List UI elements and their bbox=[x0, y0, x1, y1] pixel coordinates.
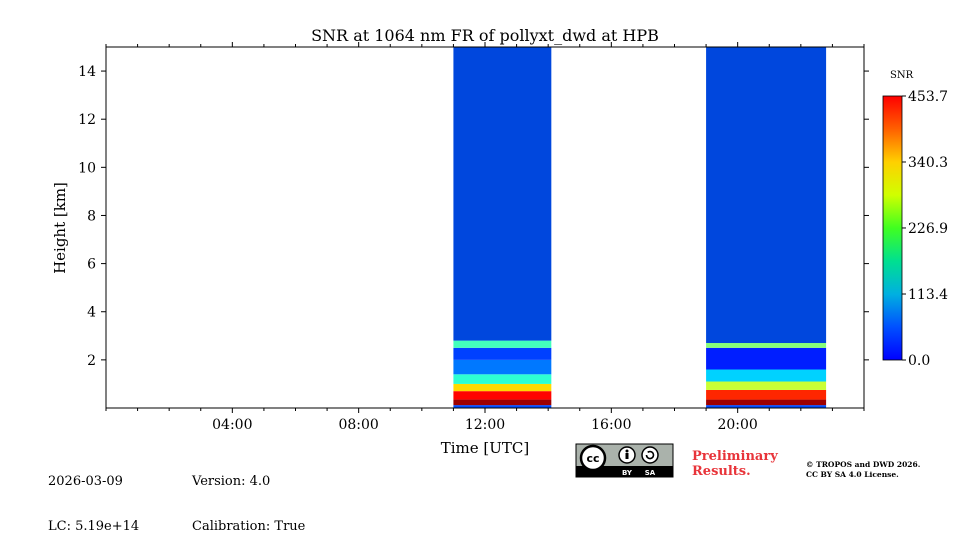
svg-text:SA: SA bbox=[645, 469, 656, 477]
y-tick-label: 4 bbox=[87, 305, 96, 321]
colorbar-tick-label: 0.0 bbox=[908, 353, 930, 369]
snr-layer-1-6 bbox=[453, 359, 552, 375]
colorbar-tick-label: 453.7 bbox=[908, 89, 948, 105]
snr-layer-1-4 bbox=[453, 383, 552, 392]
footer-version: Version: 4.0 bbox=[192, 474, 271, 489]
colorbar-label: SNR bbox=[890, 70, 914, 81]
colorbar bbox=[882, 95, 903, 361]
snr-layer-1-7 bbox=[453, 347, 552, 360]
footer-date: 2026-03-09 bbox=[48, 474, 123, 489]
footer-lc: LC: 5.19e+14 bbox=[48, 519, 140, 534]
measurement-period-2 bbox=[706, 47, 827, 408]
footer-date-lc: 2026-03-09 LC: 5.19e+14 bbox=[48, 444, 139, 549]
snr-layer-2-7 bbox=[706, 343, 827, 348]
y-tick-label: 14 bbox=[78, 64, 96, 80]
snr-layer-1-9 bbox=[453, 47, 552, 341]
y-tick-label: 6 bbox=[87, 257, 96, 273]
x-tick-label: 12:00 bbox=[465, 417, 505, 433]
measurement-period-1 bbox=[453, 47, 552, 408]
snr-layer-2-3 bbox=[706, 389, 827, 400]
y-tick-label: 12 bbox=[78, 112, 96, 128]
chart-title: SNR at 1064 nm FR of pollyxt_dwd at HPB bbox=[311, 26, 659, 45]
colorbar-tick-label: 340.3 bbox=[908, 155, 948, 171]
copyright-note: © TROPOS and DWD 2026. CC BY SA 4.0 Lice… bbox=[806, 460, 921, 479]
snr-layer-1-5 bbox=[453, 374, 552, 384]
sa-share-alike-icon bbox=[641, 446, 659, 464]
y-tick-label: 2 bbox=[87, 353, 96, 369]
snr-layer-1-3 bbox=[453, 391, 552, 400]
colorbar-tick-label: 113.4 bbox=[908, 287, 948, 303]
x-tick-label: 16:00 bbox=[591, 417, 631, 433]
footer-calibration: Calibration: True bbox=[192, 519, 306, 534]
snr-layer-2-2 bbox=[706, 399, 827, 406]
x-tick-label: 08:00 bbox=[338, 417, 378, 433]
y-tick-label: 8 bbox=[87, 208, 96, 224]
svg-text:BY: BY bbox=[622, 469, 633, 477]
footer-version-calibration: Version: 4.0 Calibration: True bbox=[192, 444, 305, 549]
cc-logo-icon bbox=[579, 444, 607, 472]
snr-layer-2-6 bbox=[706, 347, 827, 370]
snr-layer-1-1 bbox=[453, 405, 552, 408]
snr-layer-1-2 bbox=[453, 399, 552, 406]
svg-text:cc: cc bbox=[586, 452, 599, 465]
snr-layer-1-8 bbox=[453, 340, 552, 348]
snr-layer-2-4 bbox=[706, 381, 827, 390]
x-tick-label: 04:00 bbox=[212, 417, 252, 433]
snr-heatmap-chart: SNR at 1064 nm FR of pollyxt_dwd at HPB … bbox=[51, 26, 948, 478]
x-tick-label: 20:00 bbox=[717, 417, 757, 433]
preliminary-results-note: Preliminary Results. bbox=[692, 449, 778, 479]
colorbar-tick-label: 226.9 bbox=[908, 221, 948, 237]
x-axis-label: Time [UTC] bbox=[441, 439, 530, 457]
cc-by-sa-license-badge: cc BY SA bbox=[575, 443, 674, 478]
snr-layer-2-5 bbox=[706, 369, 827, 382]
y-tick-label: 10 bbox=[78, 160, 96, 176]
snr-layer-2-1 bbox=[706, 405, 827, 408]
snr-layer-2-8 bbox=[706, 47, 827, 344]
y-axis-label: Height [km] bbox=[51, 182, 69, 274]
